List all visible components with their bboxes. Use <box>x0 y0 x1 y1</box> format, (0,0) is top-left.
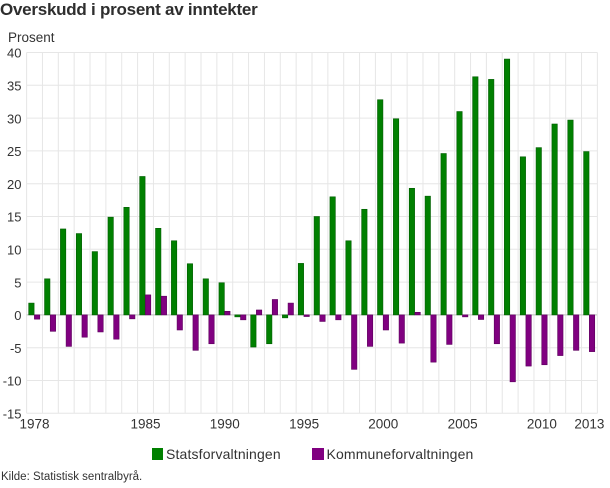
svg-text:10: 10 <box>7 243 21 258</box>
svg-text:35: 35 <box>7 79 21 94</box>
svg-text:15: 15 <box>7 210 21 225</box>
svg-text:-5: -5 <box>10 341 22 356</box>
svg-text:1990: 1990 <box>210 416 240 431</box>
svg-text:1978: 1978 <box>19 416 49 431</box>
svg-text:1985: 1985 <box>130 416 160 431</box>
svg-text:40: 40 <box>7 46 21 61</box>
svg-text:20: 20 <box>7 177 21 192</box>
svg-text:30: 30 <box>7 111 21 126</box>
svg-text:2013: 2013 <box>574 416 604 431</box>
svg-text:1995: 1995 <box>289 416 319 431</box>
svg-text:25: 25 <box>7 144 21 159</box>
svg-text:0: 0 <box>14 308 21 323</box>
svg-text:2005: 2005 <box>448 416 478 431</box>
svg-text:2010: 2010 <box>527 416 557 431</box>
svg-text:-15: -15 <box>3 407 22 422</box>
svg-text:-10: -10 <box>3 374 22 389</box>
svg-text:2000: 2000 <box>368 416 398 431</box>
svg-text:5: 5 <box>14 275 21 290</box>
